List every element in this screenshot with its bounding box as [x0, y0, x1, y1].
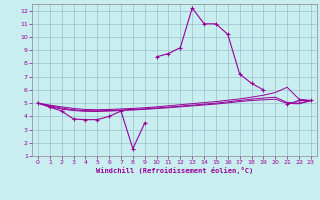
X-axis label: Windchill (Refroidissement éolien,°C): Windchill (Refroidissement éolien,°C)	[96, 167, 253, 174]
